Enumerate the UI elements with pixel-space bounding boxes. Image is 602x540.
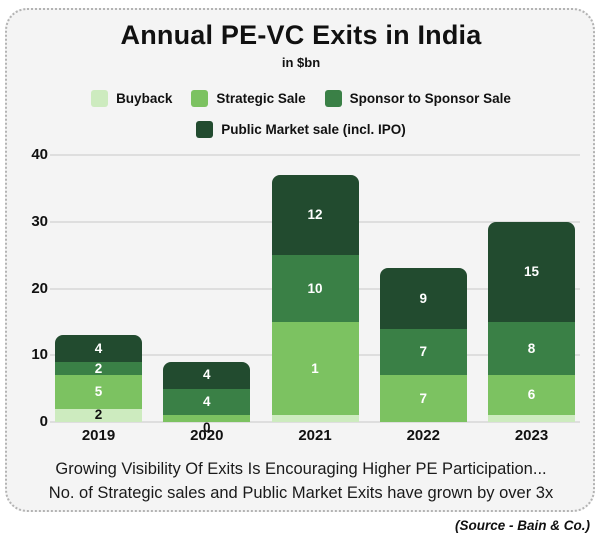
legend-swatch-icon bbox=[91, 90, 109, 107]
bar-segment bbox=[163, 388, 251, 416]
x-tick-label: 2019 bbox=[81, 427, 116, 444]
legend-item-1: Buyback bbox=[91, 90, 172, 107]
bar-value-label: 0 bbox=[202, 420, 211, 435]
legend-item-4: Public Market sale (incl. IPO) bbox=[196, 121, 406, 138]
x-tick-label: 2023 bbox=[514, 427, 549, 444]
bar-value-label: 15 bbox=[523, 263, 540, 279]
legend-row-2: Public Market sale (incl. IPO) bbox=[0, 121, 602, 138]
bar-value-label: 7 bbox=[419, 343, 427, 359]
bar-segment bbox=[163, 361, 251, 389]
legend-item-2: Strategic Sale bbox=[191, 90, 306, 107]
y-tick-label: 0 bbox=[39, 413, 48, 430]
legend-swatch-icon bbox=[191, 90, 209, 107]
bar-value-label: 12 bbox=[307, 207, 323, 223]
legend-label: Strategic Sale bbox=[216, 91, 306, 106]
bar-segment bbox=[379, 268, 467, 329]
bar-value-label: 7 bbox=[419, 390, 427, 406]
legend-swatch-icon bbox=[324, 90, 342, 107]
bar-value-label: 6 bbox=[527, 387, 536, 403]
bar-segment bbox=[55, 375, 142, 409]
legend-row-1: Buyback Strategic Sale Sponsor to Sponsor … bbox=[0, 90, 602, 107]
legend-swatch-icon bbox=[196, 121, 214, 138]
chart-unit-subtitle: in $bn bbox=[281, 55, 321, 70]
bar-segment bbox=[488, 415, 575, 422]
y-tick-label: 30 bbox=[31, 212, 48, 230]
caption-line-1: Growing Visibility Of Exits Is Encouragi… bbox=[55, 460, 547, 478]
legend-item-3: Sponsor to Sponsor Sale bbox=[324, 90, 511, 107]
gridline bbox=[50, 154, 580, 156]
bar-value-label: 4 bbox=[94, 340, 103, 356]
source-attribution: (Source - Bain & Co.) bbox=[454, 518, 590, 533]
page-title: Annual PE-VC Exits in India bbox=[120, 20, 482, 50]
bar-segment bbox=[55, 408, 142, 422]
y-tick-label: 40 bbox=[31, 146, 48, 163]
legend-label: Public Market sale (incl. IPO) bbox=[221, 122, 406, 137]
caption-line-2: No. of Strategic sales and Public Market… bbox=[48, 484, 554, 502]
bar-segment bbox=[271, 175, 359, 256]
bar-value-label: 8 bbox=[527, 340, 536, 356]
bar-segment bbox=[379, 328, 467, 376]
bar-value-label: 9 bbox=[419, 290, 427, 306]
y-tick-label: 20 bbox=[31, 279, 48, 297]
bar-segment bbox=[271, 415, 359, 422]
bar-value-label: 4 bbox=[202, 367, 211, 383]
bar-segment bbox=[488, 321, 575, 376]
bar-value-label: 2 bbox=[94, 360, 103, 376]
bar-segment bbox=[163, 415, 251, 422]
bar-segment bbox=[488, 221, 575, 322]
bar-segment bbox=[271, 255, 359, 322]
bar-segment bbox=[55, 361, 142, 376]
bar-segment bbox=[379, 375, 467, 422]
bar-value-label: 2 bbox=[94, 407, 103, 423]
bar-segment bbox=[55, 335, 142, 362]
bar-value-label: 5 bbox=[94, 383, 103, 399]
gridline bbox=[50, 421, 580, 423]
legend-label: Sponsor to Sponsor Sale bbox=[349, 91, 511, 106]
legend-label: Buyback bbox=[116, 91, 173, 106]
bar-value-label: 10 bbox=[307, 280, 323, 296]
y-tick-label: 10 bbox=[31, 346, 48, 364]
x-tick-label: 2021 bbox=[298, 427, 332, 444]
bar-segment bbox=[488, 375, 575, 416]
x-tick-label: 2020 bbox=[190, 427, 224, 444]
bar-segment bbox=[271, 321, 359, 416]
bar-value-label: 1 bbox=[311, 360, 319, 376]
bar-value-label: 4 bbox=[202, 393, 211, 409]
x-tick-label: 2022 bbox=[406, 427, 440, 444]
